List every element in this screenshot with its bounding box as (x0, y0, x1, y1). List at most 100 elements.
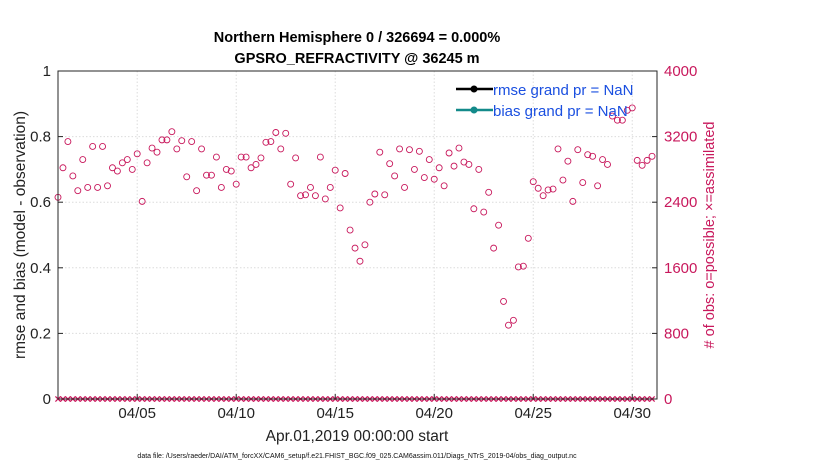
obs-possible-point (361, 241, 369, 249)
series-obs-possible (54, 104, 656, 329)
obs-possible-point (356, 257, 364, 265)
obs-possible-point (430, 175, 438, 183)
obs-possible-point (84, 183, 92, 191)
y-tick-label: 1 (43, 63, 51, 80)
obs-possible-point (633, 156, 641, 164)
obs-possible-point (500, 297, 507, 305)
obs-possible-point (440, 182, 448, 190)
obs-possible-point (331, 166, 339, 174)
obs-possible-point (79, 156, 87, 164)
obs-possible-point (425, 156, 433, 164)
obs-possible-point (277, 145, 285, 153)
obs-possible-point (509, 316, 517, 324)
obs-possible-point (272, 129, 280, 136)
obs-possible-point (341, 170, 349, 177)
obs-possible-point (203, 171, 210, 179)
obs-possible-point (559, 176, 567, 184)
obs-possible-point (534, 184, 542, 192)
obs-possible-point (257, 154, 265, 162)
y-tick-label: 0.6 (30, 194, 51, 211)
obs-possible-point (604, 161, 611, 168)
y-right-tick-label: 800 (664, 325, 689, 342)
legend-bias-label: bias grand pr = NaN (493, 103, 628, 120)
obs-possible-point (628, 104, 636, 112)
obs-possible-point (128, 165, 136, 173)
obs-possible-point (198, 145, 206, 153)
obs-possible-point (648, 152, 656, 160)
y-right-tick-label: 3200 (664, 129, 697, 146)
obs-possible-point (519, 262, 527, 270)
obs-possible-point (643, 156, 651, 164)
obs-possible-point (153, 148, 161, 156)
obs-possible-point (113, 167, 121, 175)
obs-possible-point (485, 188, 493, 196)
obs-possible-point (505, 321, 512, 329)
chart-title-line1: Northern Hemisphere 0 / 326694 = 0.000% (214, 30, 501, 46)
obs-possible-point (415, 147, 423, 155)
obs-possible-point (326, 183, 334, 191)
obs-possible-point (282, 129, 290, 137)
obs-possible-point (529, 178, 537, 186)
obs-possible-point (267, 138, 275, 145)
y-tick-label: 0.2 (30, 325, 51, 342)
obs-possible-point (321, 195, 329, 203)
obs-possible-point (59, 164, 67, 172)
x-tick-label: 04/10 (217, 405, 255, 422)
obs-possible-point (118, 159, 126, 167)
x-tick-label: 04/30 (613, 405, 651, 422)
obs-possible-point (410, 165, 418, 173)
obs-possible-point (470, 205, 478, 213)
obs-possible-point (346, 226, 354, 234)
obs-possible-point (173, 145, 181, 153)
obs-possible-point (455, 144, 463, 152)
obs-possible-point (549, 185, 557, 193)
y-tick-label: 0.8 (30, 129, 51, 146)
obs-possible-point (594, 182, 602, 190)
obs-possible-point (232, 180, 240, 188)
obs-possible-point (396, 145, 404, 153)
grid (58, 70, 657, 400)
obs-possible-point (608, 112, 616, 120)
obs-possible-point (376, 148, 384, 156)
obs-possible-point (183, 173, 191, 181)
plot-area (58, 71, 657, 399)
y-tick-label: 0 (43, 391, 51, 408)
obs-possible-point (366, 198, 374, 206)
x-tick-label: 04/20 (415, 405, 453, 422)
x-tick-label: 04/25 (514, 405, 552, 422)
obs-possible-point (316, 153, 324, 161)
obs-possible-point (188, 138, 196, 145)
obs-possible-point (69, 172, 77, 180)
y-axis-label: rmse and bias (model - observation) (12, 111, 29, 359)
obs-possible-point (138, 197, 146, 205)
x-axis-label: Apr.01,2019 00:00:00 start (266, 428, 449, 445)
data-file-footnote: data file: /Users/raeder/DAI/ATM_forcXX/… (137, 453, 577, 460)
obs-possible-point (148, 144, 156, 152)
y-right-tick-label: 0 (664, 391, 672, 408)
y-tick-label: 0.4 (30, 260, 51, 277)
obs-possible-point (351, 244, 359, 252)
obs-possible-point (74, 187, 82, 195)
obs-possible-point (133, 150, 141, 158)
obs-possible-point (109, 164, 116, 172)
obs-possible-point (193, 187, 201, 195)
obs-possible-point (143, 159, 151, 167)
obs-possible-point (386, 160, 394, 168)
obs-possible-point (99, 142, 107, 150)
obs-possible-point (524, 234, 532, 242)
obs-possible-point (465, 161, 473, 168)
obs-possible-point (252, 161, 260, 168)
obs-possible-point (123, 156, 131, 164)
obs-possible-point (589, 152, 597, 160)
y-right-tick-label: 1600 (664, 260, 697, 277)
legend-rmse-label: rmse grand pr = NaN (493, 82, 633, 99)
obs-possible-point (475, 165, 483, 173)
y-axis-label-right: # of obs: o=possible; ×=assimilated (702, 122, 718, 349)
obs-possible-point (584, 151, 592, 159)
obs-possible-point (450, 162, 458, 170)
obs-possible-point (158, 136, 166, 144)
obs-possible-point (227, 167, 235, 175)
obs-possible-point (168, 128, 176, 136)
obs-possible-point (212, 153, 220, 161)
obs-possible-point (480, 208, 488, 216)
